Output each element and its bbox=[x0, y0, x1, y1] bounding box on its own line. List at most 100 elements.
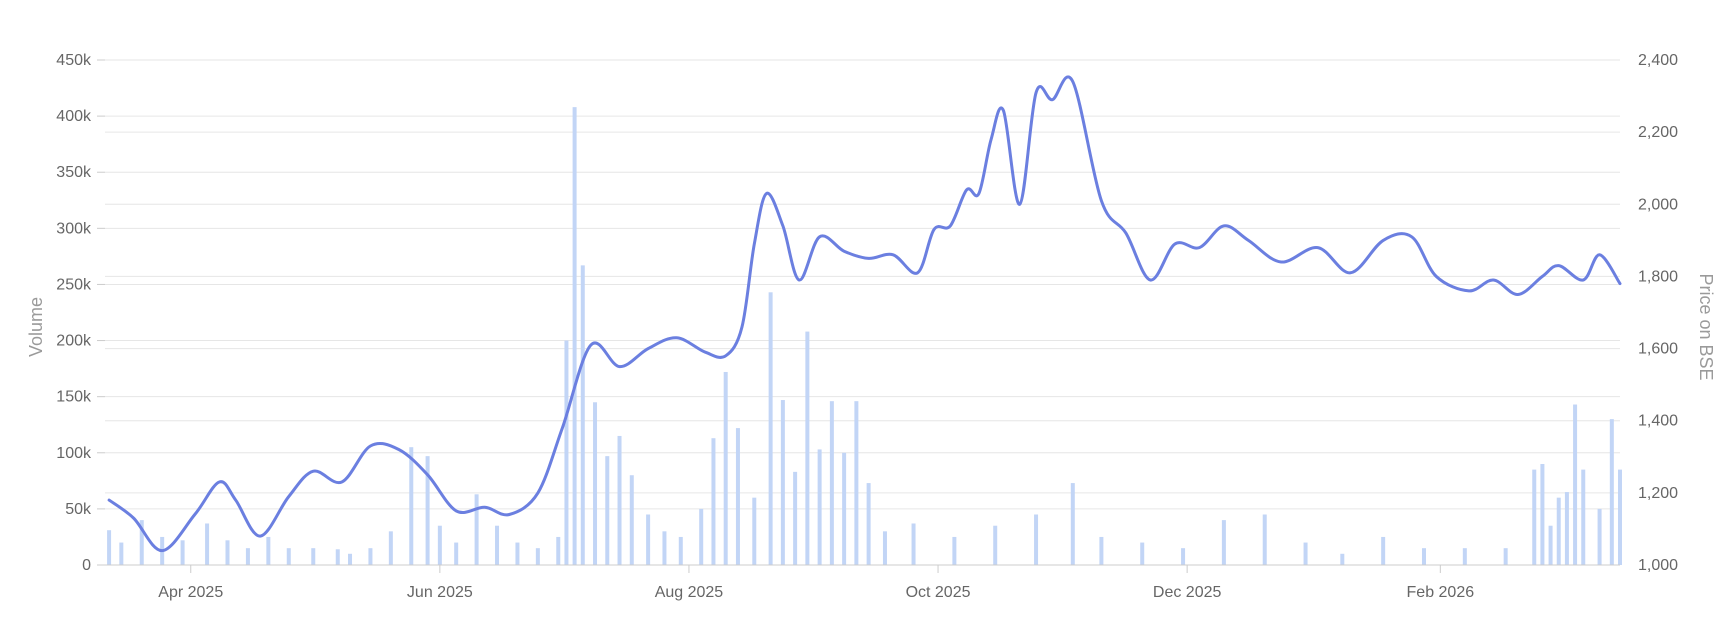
y-right-tick-label: 1,200 bbox=[1638, 485, 1678, 502]
volume-bar bbox=[425, 456, 430, 565]
grid bbox=[105, 59, 1620, 566]
x-tick-label: Apr 2025 bbox=[158, 584, 223, 601]
volume-bar bbox=[454, 542, 459, 565]
volume-bar bbox=[1503, 548, 1508, 565]
volume-bar bbox=[564, 340, 569, 565]
y-axis-left-title: Volume bbox=[26, 297, 46, 357]
axes: 0 50k 100k 150k 200k 250k 300k 350k 400k 450k 1,00… bbox=[56, 52, 1678, 601]
volume-bar bbox=[711, 438, 716, 565]
volume-bar bbox=[348, 553, 353, 565]
volume-bar bbox=[1556, 497, 1561, 565]
y-right-tick-label: 2,200 bbox=[1638, 124, 1678, 141]
y-right-tick-label: 1,000 bbox=[1638, 557, 1678, 574]
volume-bar bbox=[952, 536, 957, 565]
volume-bar bbox=[1581, 469, 1586, 565]
y-right-tick-label: 1,800 bbox=[1638, 268, 1678, 285]
volume-bar bbox=[817, 449, 822, 565]
volume-bar bbox=[735, 428, 740, 565]
volume-bar bbox=[205, 523, 210, 565]
volume-bar bbox=[780, 400, 785, 565]
x-tick-label: Dec 2025 bbox=[1153, 584, 1222, 601]
volume-bar bbox=[1421, 548, 1426, 565]
volume-bar bbox=[1618, 469, 1622, 565]
volume-bar bbox=[495, 525, 500, 565]
volume-bar bbox=[1381, 536, 1386, 565]
volume-bar bbox=[805, 331, 810, 565]
volume-bar bbox=[266, 536, 271, 565]
y-right-tick-label: 2,400 bbox=[1638, 52, 1678, 69]
volume-bar bbox=[752, 497, 757, 565]
volume-bar bbox=[723, 371, 728, 565]
volume-bar bbox=[699, 508, 704, 565]
y-left-tick-label: 100k bbox=[56, 445, 92, 462]
y-left-tick-label: 350k bbox=[56, 164, 92, 181]
x-tick-label: Feb 2026 bbox=[1407, 584, 1475, 601]
price-line-series bbox=[107, 75, 1622, 553]
volume-bar bbox=[180, 540, 185, 565]
x-tick-label: Jun 2025 bbox=[407, 584, 473, 601]
volume-bar bbox=[572, 107, 577, 565]
volume-bar bbox=[829, 401, 834, 565]
y-left-tick-label: 250k bbox=[56, 276, 92, 293]
volume-bar bbox=[225, 540, 230, 565]
volume-bar bbox=[793, 471, 798, 565]
volume-bar bbox=[1564, 492, 1569, 565]
volume-bar bbox=[535, 548, 540, 565]
volume-bar bbox=[474, 494, 479, 565]
y-left-tick-label: 450k bbox=[56, 52, 92, 69]
volume-bar bbox=[556, 536, 561, 565]
y-left-tick-label: 400k bbox=[56, 108, 92, 125]
volume-bar bbox=[882, 531, 887, 565]
volume-bar bbox=[1340, 553, 1345, 565]
volume-bar bbox=[1070, 483, 1075, 565]
volume-bar bbox=[662, 531, 667, 565]
volume-bar bbox=[437, 525, 442, 565]
volume-bar bbox=[1548, 525, 1553, 565]
volume-bar bbox=[1462, 548, 1467, 565]
volume-bar bbox=[678, 536, 683, 565]
volume-bar bbox=[388, 531, 393, 565]
volume-bar bbox=[593, 402, 598, 565]
y-right-tick-label: 1,400 bbox=[1638, 413, 1678, 430]
volume-bar bbox=[842, 452, 847, 565]
volume-bar bbox=[605, 456, 610, 565]
y-left-tick-label: 200k bbox=[56, 333, 92, 350]
volume-bar bbox=[580, 265, 585, 565]
volume-bar bbox=[286, 548, 291, 565]
volume-bar bbox=[1034, 514, 1039, 565]
y-left-tick-label: 300k bbox=[56, 220, 92, 237]
y-left-tick-label: 150k bbox=[56, 389, 92, 406]
volume-bar bbox=[1573, 404, 1578, 565]
volume-bars bbox=[107, 107, 1622, 565]
volume-bar bbox=[335, 549, 340, 565]
volume-bar bbox=[1262, 514, 1267, 565]
volume-bar bbox=[629, 475, 634, 565]
volume-bar bbox=[1532, 469, 1537, 565]
y-right-tick-label: 1,600 bbox=[1638, 341, 1678, 358]
volume-bar bbox=[107, 530, 112, 565]
volume-bar bbox=[368, 548, 373, 565]
volume-bar bbox=[1181, 548, 1186, 565]
volume-bar bbox=[245, 548, 250, 565]
y-axis-right-title: Price on BSE bbox=[1696, 273, 1716, 380]
volume-bar bbox=[1303, 542, 1308, 565]
volume-bar bbox=[1609, 419, 1614, 565]
volume-bar bbox=[911, 523, 916, 565]
volume-bar bbox=[1221, 520, 1226, 565]
x-tick-label: Aug 2025 bbox=[655, 584, 724, 601]
volume-bar bbox=[409, 447, 414, 565]
volume-bar bbox=[854, 401, 859, 565]
volume-bar bbox=[1540, 464, 1545, 565]
volume-bar bbox=[119, 542, 124, 565]
volume-bar bbox=[866, 483, 871, 565]
volume-bar bbox=[768, 292, 773, 565]
y-right-tick-label: 2,000 bbox=[1638, 196, 1678, 213]
volume-bar bbox=[1597, 508, 1602, 565]
volume-bar bbox=[993, 525, 998, 565]
y-left-tick-label: 50k bbox=[65, 501, 92, 518]
volume-bar bbox=[311, 548, 316, 565]
price-line bbox=[107, 75, 1622, 553]
y-left-tick-label: 0 bbox=[82, 557, 91, 574]
